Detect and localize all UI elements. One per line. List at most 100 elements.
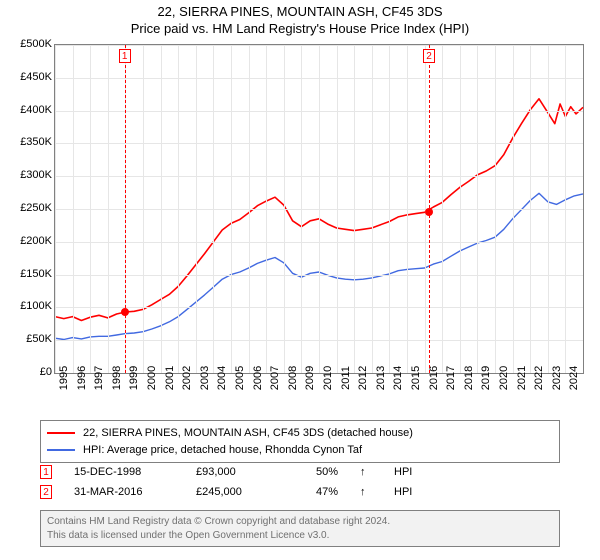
sale-marker-box: 2 — [423, 49, 435, 63]
x-tick-label: 2004 — [216, 366, 228, 390]
sale-marker-dot — [425, 208, 433, 216]
sale-row-pct: 47% — [298, 486, 338, 498]
sale-marker-dot — [121, 308, 129, 316]
legend-label-property: 22, SIERRA PINES, MOUNTAIN ASH, CF45 3DS… — [83, 425, 413, 442]
y-tick-label: £450K — [6, 71, 52, 83]
y-tick-label: £150K — [6, 268, 52, 280]
chart-container: 22, SIERRA PINES, MOUNTAIN ASH, CF45 3DS… — [0, 0, 600, 560]
legend-swatch-property — [47, 432, 75, 434]
x-tick-label: 2012 — [357, 366, 369, 390]
sale-row-price: £245,000 — [196, 486, 276, 498]
gridline-v — [73, 45, 74, 373]
arrow-up-icon: ↑ — [360, 486, 372, 498]
x-tick-label: 2014 — [392, 366, 404, 390]
footer-line-1: Contains HM Land Registry data © Crown c… — [47, 515, 553, 529]
gridline-v — [530, 45, 531, 373]
gridline-v — [90, 45, 91, 373]
x-tick-label: 2005 — [234, 366, 246, 390]
x-tick-label: 2017 — [445, 366, 457, 390]
x-tick-label: 2022 — [533, 366, 545, 390]
gridline-v — [477, 45, 478, 373]
footer-attribution: Contains HM Land Registry data © Crown c… — [40, 510, 560, 547]
gridline-v — [337, 45, 338, 373]
x-tick-label: 2006 — [252, 366, 264, 390]
sale-row-hpi-label: HPI — [394, 466, 412, 478]
arrow-up-icon: ↑ — [360, 466, 372, 478]
chart-title: 22, SIERRA PINES, MOUNTAIN ASH, CF45 3DS… — [0, 0, 600, 38]
gridline-v — [442, 45, 443, 373]
y-tick-label: £500K — [6, 38, 52, 50]
y-tick-label: £400K — [6, 104, 52, 116]
x-tick-label: 1998 — [111, 366, 123, 390]
x-tick-label: 2013 — [375, 366, 387, 390]
x-tick-label: 2002 — [181, 366, 193, 390]
y-tick-label: £300K — [6, 169, 52, 181]
legend-label-hpi: HPI: Average price, detached house, Rhon… — [83, 442, 362, 459]
plot-area: 12 — [54, 44, 584, 374]
sale-row: 231-MAR-2016£245,00047%↑HPI — [40, 482, 560, 502]
sale-row-pct: 50% — [298, 466, 338, 478]
x-tick-label: 2001 — [164, 366, 176, 390]
x-tick-label: 2020 — [498, 366, 510, 390]
gridline-v — [196, 45, 197, 373]
x-tick-label: 2003 — [199, 366, 211, 390]
sale-row-date: 15-DEC-1998 — [74, 466, 174, 478]
gridline-v — [213, 45, 214, 373]
gridline-v — [548, 45, 549, 373]
x-tick-label: 2021 — [516, 366, 528, 390]
y-tick-label: £0 — [6, 366, 52, 378]
gridline-v — [301, 45, 302, 373]
y-tick-label: £350K — [6, 136, 52, 148]
x-tick-label: 2015 — [410, 366, 422, 390]
gridline-v — [460, 45, 461, 373]
x-tick-label: 2024 — [568, 366, 580, 390]
sale-row-hpi-label: HPI — [394, 486, 412, 498]
y-tick-label: £250K — [6, 202, 52, 214]
gridline-v — [354, 45, 355, 373]
sale-marker-line — [125, 45, 126, 373]
legend-box: 22, SIERRA PINES, MOUNTAIN ASH, CF45 3DS… — [40, 420, 560, 463]
x-tick-label: 1999 — [128, 366, 140, 390]
x-tick-label: 2000 — [146, 366, 158, 390]
sales-table: 115-DEC-1998£93,00050%↑HPI231-MAR-2016£2… — [40, 462, 560, 502]
y-tick-label: £50K — [6, 333, 52, 345]
gridline-v — [284, 45, 285, 373]
x-tick-label: 2011 — [340, 366, 352, 390]
chart-area: £0 £50K £100K £150K £200K £250K £300K £350K £400… — [8, 44, 592, 414]
x-tick-label: 2010 — [322, 366, 334, 390]
sale-row-price: £93,000 — [196, 466, 276, 478]
x-tick-label: 1997 — [93, 366, 105, 390]
legend-swatch-hpi — [47, 449, 75, 451]
gridline-v — [55, 45, 56, 373]
y-tick-label: £100K — [6, 300, 52, 312]
legend-item-hpi: HPI: Average price, detached house, Rhon… — [47, 442, 553, 459]
gridline-v — [266, 45, 267, 373]
gridline-v — [319, 45, 320, 373]
gridline-v — [161, 45, 162, 373]
sale-row-marker: 1 — [40, 465, 52, 479]
title-line-2: Price paid vs. HM Land Registry's House … — [0, 21, 600, 38]
gridline-v — [407, 45, 408, 373]
y-tick-label: £200K — [6, 235, 52, 247]
x-tick-label: 1995 — [58, 366, 70, 390]
gridline-v — [231, 45, 232, 373]
gridline-v — [372, 45, 373, 373]
gridline-v — [249, 45, 250, 373]
title-line-1: 22, SIERRA PINES, MOUNTAIN ASH, CF45 3DS — [0, 4, 600, 21]
sale-row: 1 15-DEC-1998 £93,000 50% ↑ HPI — [40, 462, 560, 482]
x-tick-label: 2007 — [269, 366, 281, 390]
x-tick-label: 1996 — [76, 366, 88, 390]
legend-item-property: 22, SIERRA PINES, MOUNTAIN ASH, CF45 3DS… — [47, 425, 553, 442]
gridline-v — [389, 45, 390, 373]
gridline-v — [178, 45, 179, 373]
gridline-v — [495, 45, 496, 373]
x-tick-label: 2009 — [304, 366, 316, 390]
sale-marker-box: 1 — [119, 49, 131, 63]
gridline-v — [143, 45, 144, 373]
x-tick-label: 2023 — [551, 366, 563, 390]
sale-row-marker: 2 — [40, 485, 52, 499]
gridline-v — [108, 45, 109, 373]
footer-line-2: This data is licensed under the Open Gov… — [47, 529, 553, 543]
x-tick-label: 2008 — [287, 366, 299, 390]
gridline-v — [513, 45, 514, 373]
